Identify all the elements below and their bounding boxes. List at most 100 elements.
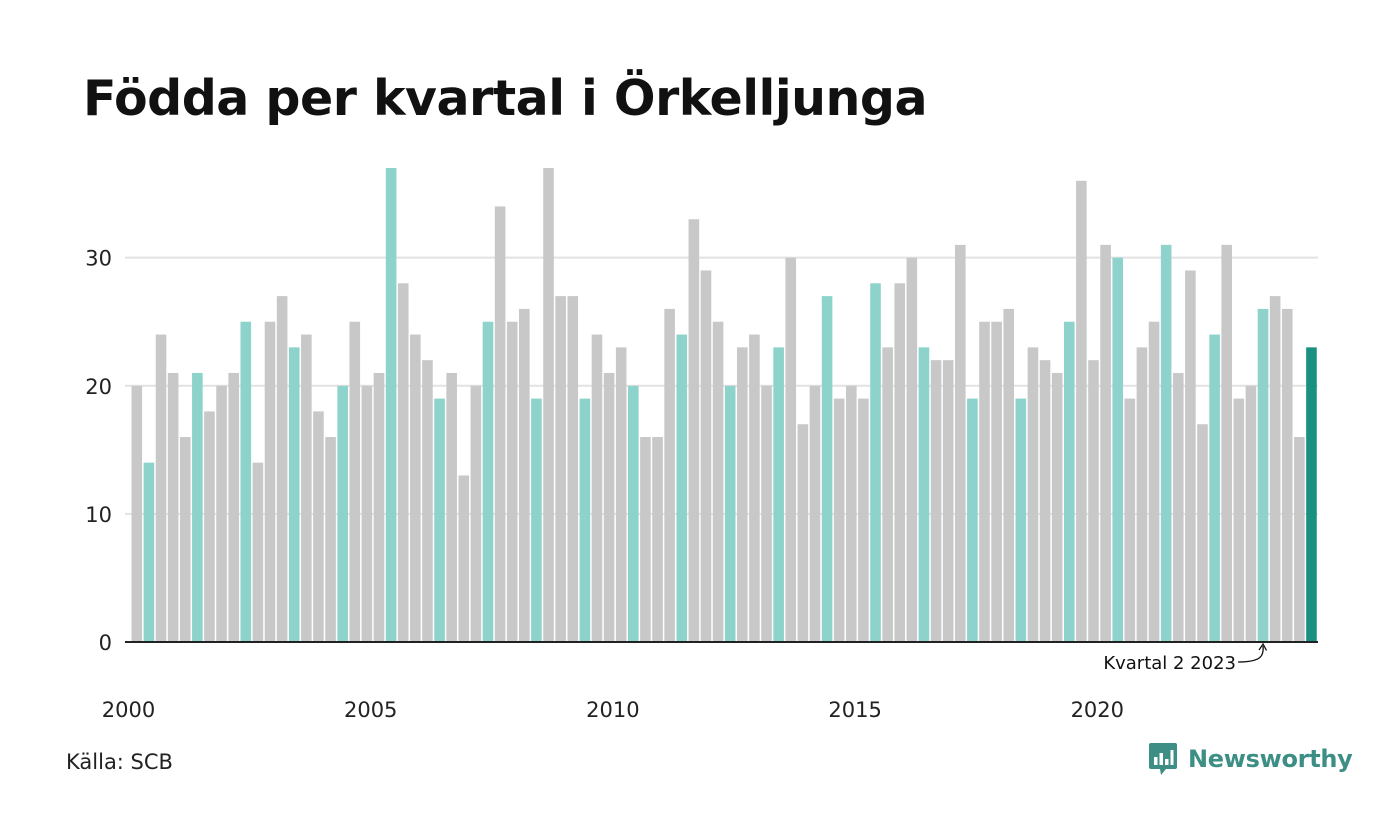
bar: [1027, 347, 1039, 642]
bar: [519, 308, 530, 642]
bar: [688, 219, 700, 643]
bar: [313, 411, 324, 642]
bar: [397, 283, 409, 642]
chart-title: Födda per kvartal i Örkelljunga: [83, 70, 928, 127]
bar: [361, 385, 373, 642]
bar: [192, 372, 203, 642]
bar: [458, 475, 470, 642]
bar: [918, 347, 930, 642]
x-tick-label: 2000: [102, 698, 155, 722]
bar: [531, 398, 542, 642]
bar: [264, 321, 276, 642]
bar: [1245, 385, 1257, 642]
bar: [628, 385, 639, 642]
bar: [422, 360, 433, 642]
bar: [809, 385, 821, 642]
brand-logo[interactable]: Newsworthy: [1148, 742, 1353, 776]
bar: [434, 398, 445, 642]
bar: [1112, 257, 1124, 642]
bar: [1197, 424, 1208, 642]
brand-name: Newsworthy: [1188, 745, 1353, 773]
bar: [179, 437, 191, 642]
bar: [567, 296, 579, 642]
bar: [942, 360, 954, 642]
bar: [1269, 296, 1281, 642]
bar: [1100, 244, 1111, 642]
bar: [494, 206, 506, 642]
annotation-arrowhead: [1258, 642, 1268, 651]
bar: [1294, 437, 1305, 642]
bar: [1148, 321, 1160, 642]
bar: [1136, 347, 1148, 642]
bar: [785, 257, 797, 642]
bar: [833, 398, 845, 642]
bar: [991, 321, 1002, 642]
bar: [482, 321, 494, 642]
bar: [1160, 244, 1172, 642]
bar: [737, 347, 748, 642]
bar: [712, 321, 724, 642]
bar: [240, 321, 252, 642]
bar: [1306, 347, 1317, 642]
bar: [664, 308, 675, 642]
bar: [1076, 180, 1087, 643]
bar: [652, 437, 663, 642]
newsworthy-logo-icon: [1149, 743, 1177, 775]
bar: [821, 296, 833, 642]
bar: [470, 385, 482, 642]
bars: [131, 168, 1317, 643]
bar: [228, 372, 239, 642]
bar: [252, 462, 264, 642]
bar: [894, 283, 906, 642]
bar: [1172, 372, 1184, 642]
bar: [845, 385, 857, 642]
annotation: Kvartal 2 2023: [1103, 642, 1268, 674]
bar: [1124, 398, 1136, 642]
bar: [700, 270, 712, 642]
bar: [337, 385, 348, 642]
y-tick-label: 30: [85, 247, 112, 271]
bar: [591, 334, 603, 642]
bar: [882, 347, 893, 642]
bar: [276, 296, 288, 642]
bar: [1015, 398, 1027, 642]
bar: [1063, 321, 1075, 642]
bar: [1088, 360, 1099, 642]
bar: [167, 372, 179, 642]
bar: [446, 372, 457, 642]
bar: [870, 283, 881, 642]
source-label: Källa: SCB: [66, 750, 173, 774]
annotation-arrow: [1237, 645, 1264, 663]
x-tick-label: 2020: [1071, 698, 1124, 722]
bar: [543, 168, 554, 642]
bar: [1221, 244, 1232, 642]
bar: [1257, 308, 1269, 642]
bar: [155, 334, 167, 642]
bar: [204, 411, 215, 642]
bar: [761, 385, 772, 642]
x-tick-label: 2005: [344, 698, 397, 722]
bar: [797, 424, 809, 642]
bar: [579, 398, 591, 642]
bar: [506, 321, 518, 642]
bar: [325, 437, 336, 642]
bar: [288, 347, 300, 642]
axes: 0 10 20 30 2000 2005 2010 2015 2020: [85, 247, 1318, 722]
annotation-text: Kvartal 2 2023: [1103, 653, 1236, 674]
bar: [1209, 334, 1220, 642]
bar: [1003, 308, 1015, 642]
bar: [676, 334, 688, 642]
x-tick-label: 2015: [828, 698, 881, 722]
bar: [216, 385, 227, 642]
y-tick-label: 20: [85, 375, 112, 399]
bar: [1281, 308, 1293, 642]
bar: [967, 398, 978, 642]
bar: [555, 296, 566, 642]
bar: [954, 244, 966, 642]
bar: [301, 334, 312, 642]
bar: [773, 347, 784, 642]
y-tick-label: 10: [85, 503, 112, 527]
bar: [979, 321, 990, 642]
x-tick-label: 2010: [586, 698, 639, 722]
